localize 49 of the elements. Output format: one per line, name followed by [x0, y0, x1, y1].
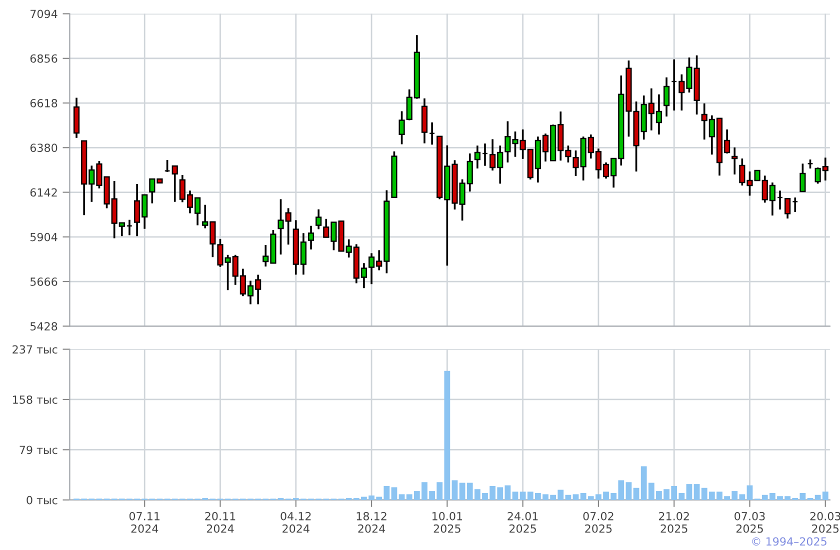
candlestick — [482, 142, 488, 167]
text: © 1994–2025 — [752, 537, 826, 546]
candlestick — [807, 158, 814, 170]
x-tick-label: 24.01 2025 — [508, 512, 538, 533]
bar — [626, 482, 632, 500]
candlestick — [316, 208, 322, 230]
y-tick-label: 7094 — [30, 10, 58, 18]
bar — [686, 484, 692, 500]
candlestick — [776, 190, 784, 210]
y-tick-label: 6142 — [30, 188, 57, 197]
bar — [391, 487, 398, 500]
bar — [572, 494, 579, 500]
y-tick-label: 5666 — [30, 277, 58, 286]
y-tick-label: 5428 — [30, 322, 58, 331]
y-tick-label: 6856 — [30, 54, 58, 63]
y-tick-label: 79 тыс — [20, 446, 58, 454]
candlestick — [429, 121, 436, 146]
candlestick — [172, 165, 178, 203]
candlestick — [164, 159, 170, 173]
candlestick — [474, 144, 480, 170]
candlestick — [308, 224, 314, 250]
x-tick-label: 10.01 2025 — [432, 512, 462, 533]
x-tick-label: 07.02 2025 — [583, 512, 614, 533]
y-tick-label: 6380 — [30, 144, 58, 152]
x-tick-label: 07.11 2024 — [129, 512, 160, 533]
y-tick-label: 237 тыс — [12, 345, 58, 354]
bar — [746, 485, 753, 500]
candlestick — [663, 76, 670, 118]
candlestick — [800, 162, 806, 192]
bar — [512, 492, 518, 500]
y-tick-label: 6618 — [30, 98, 58, 108]
candlestick — [732, 146, 738, 176]
bar — [694, 484, 700, 500]
candlestick — [784, 198, 791, 220]
x-tick-label: 21.02 2025 — [659, 512, 689, 533]
x-tick-label: 20.11 2024 — [205, 512, 236, 533]
x-tick-label: 04.12 2024 — [280, 512, 311, 533]
x-tick-label: 18.12 2024 — [356, 512, 386, 533]
x-tick-label: 07.03 2025 — [734, 512, 765, 533]
candlestick — [126, 218, 133, 236]
x-tick-label: 20.03 2025 — [810, 512, 840, 533]
candlestick — [671, 58, 678, 112]
y-tick-label: 5904 — [30, 232, 58, 242]
candlestick — [792, 196, 798, 213]
y-tick-label: 158 тыс — [13, 395, 58, 404]
bar — [398, 494, 405, 500]
bar — [633, 488, 640, 500]
bar — [452, 480, 458, 500]
y-tick-label: 0 тыс — [26, 496, 58, 504]
